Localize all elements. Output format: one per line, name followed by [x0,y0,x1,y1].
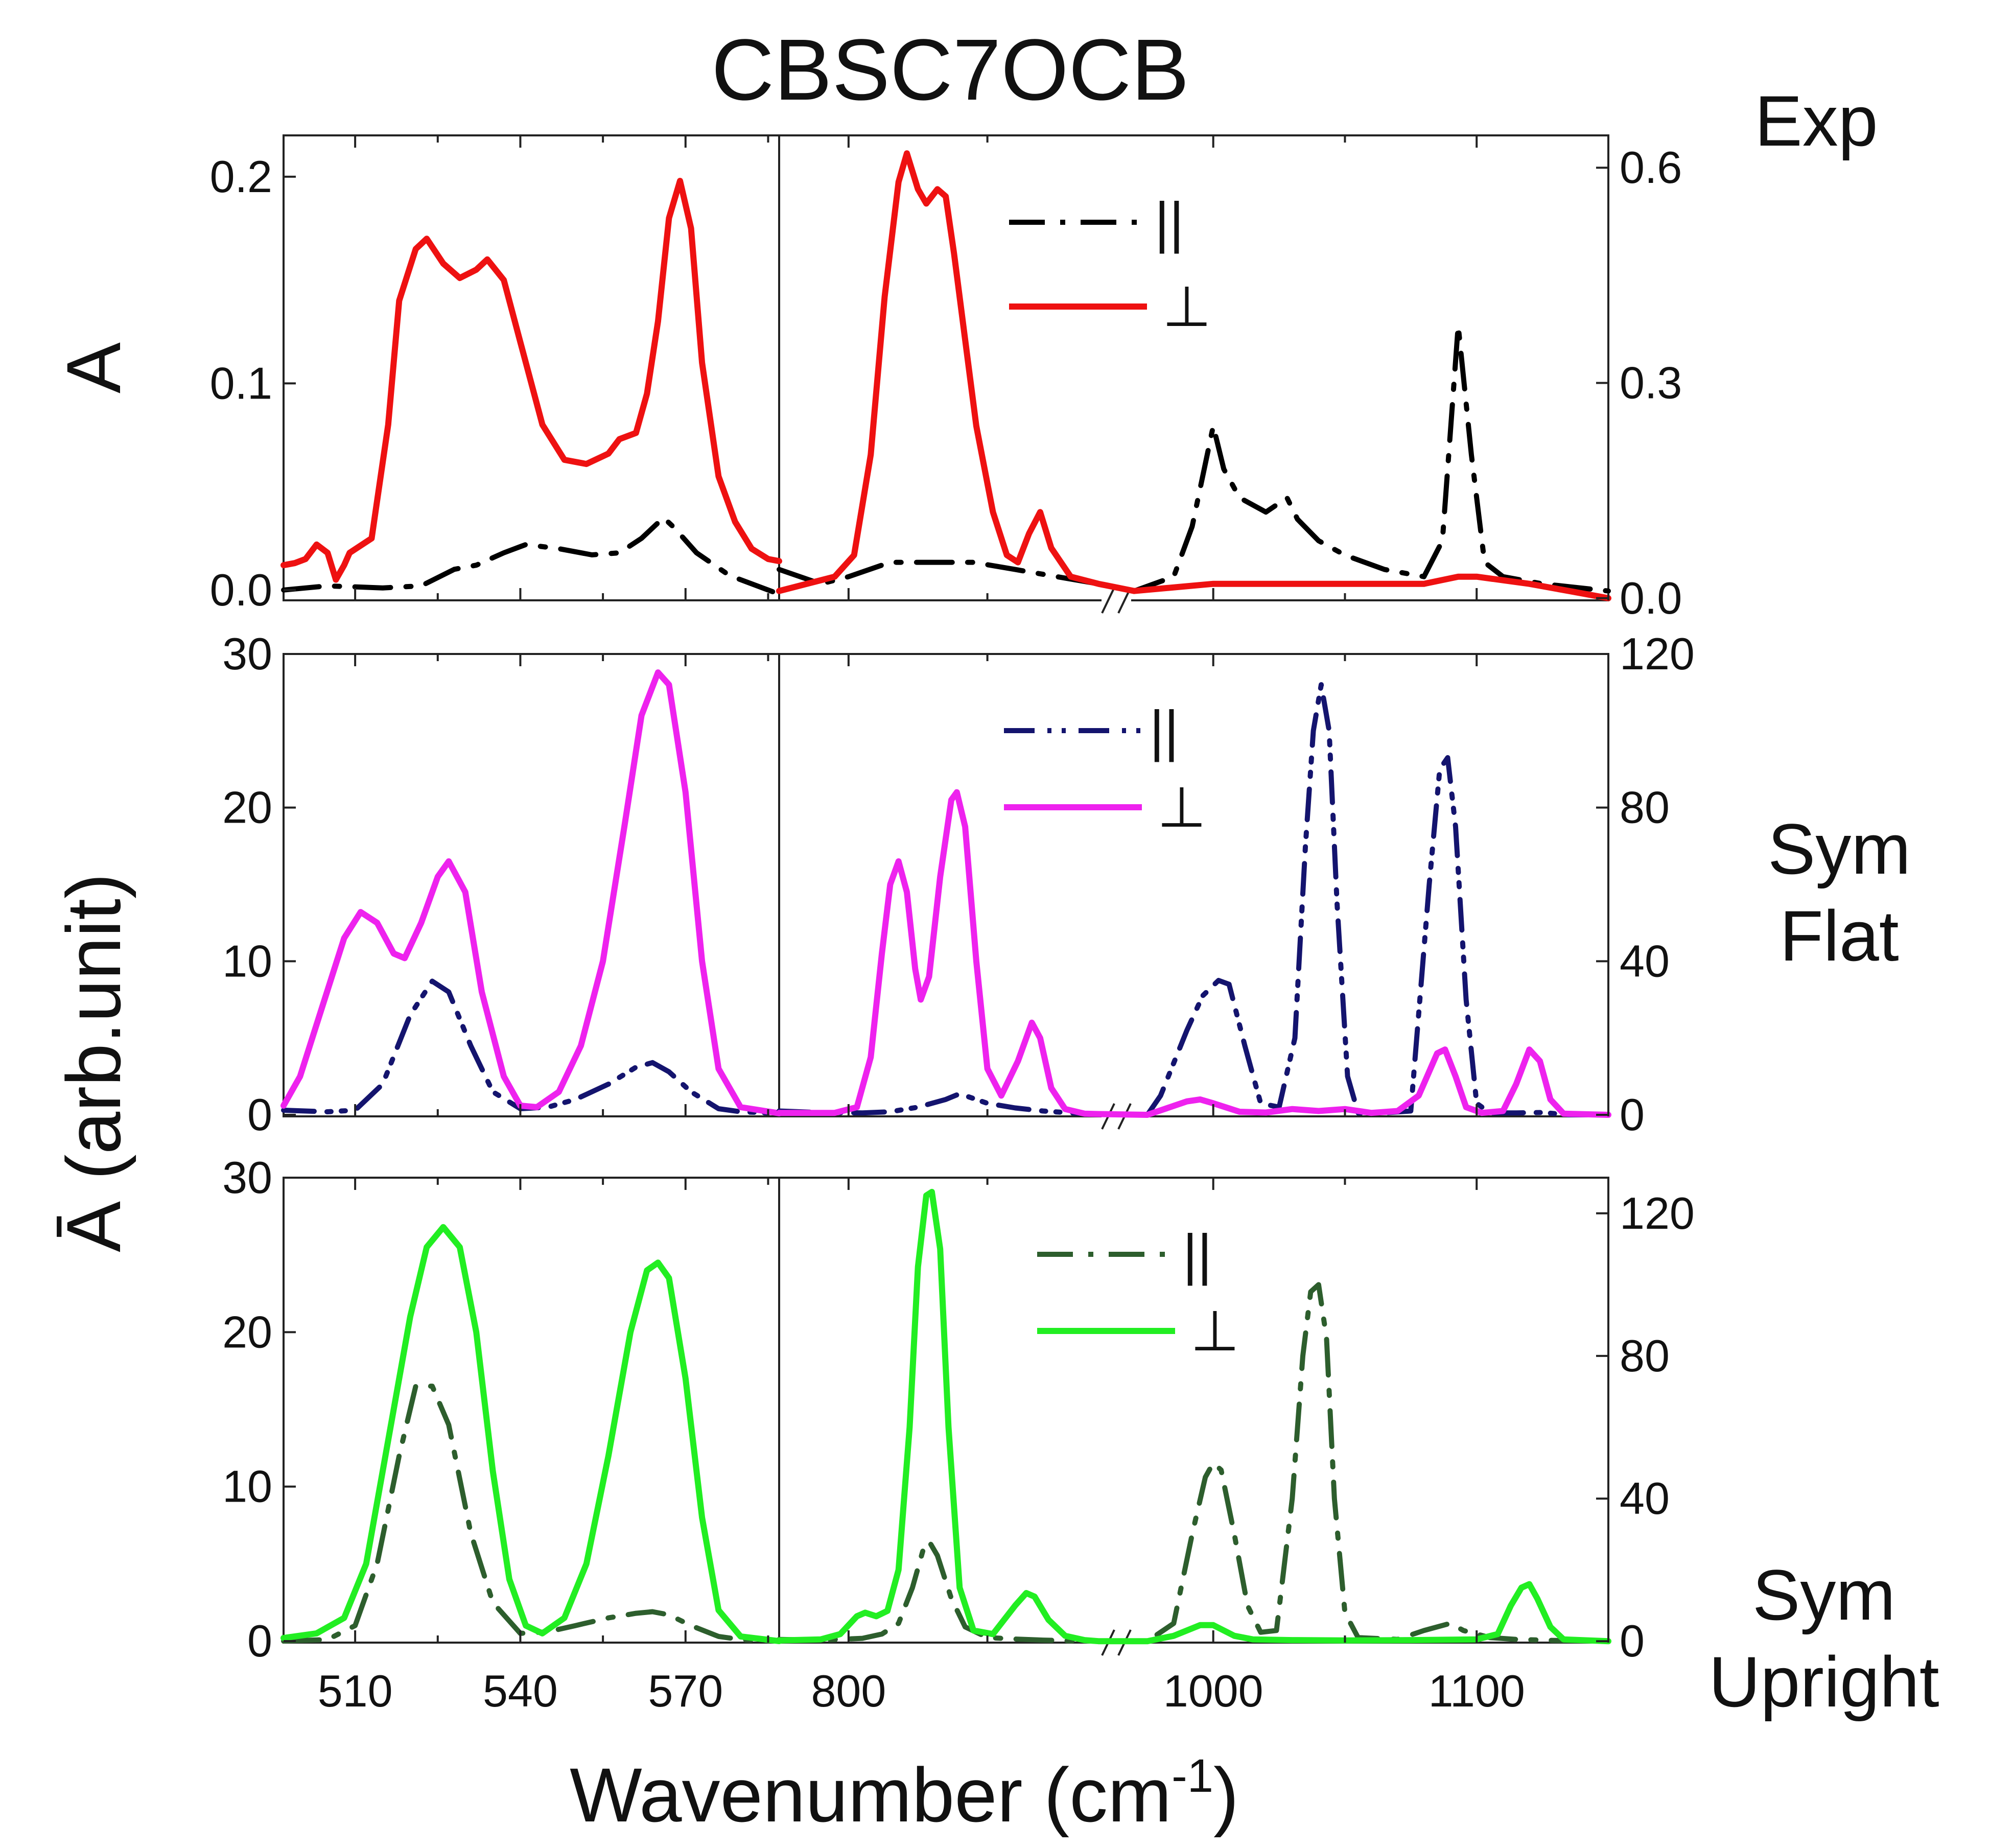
y-tick-label-right: 40 [1620,935,1670,986]
series-line-parallel [281,978,782,1116]
y-tick-label-left: 30 [222,628,272,679]
x-tick-label: 1100 [1429,1666,1525,1716]
y-tick-label-left: 30 [222,1152,272,1203]
y-tick-label-right: 0 [1620,1616,1645,1666]
y-tick-label-left: 0.0 [210,565,272,615]
legend-label-perpendicular: ⊥ [1190,1300,1239,1363]
y-tick-label-left: 10 [222,935,272,986]
legend-label-perpendicular: ⊥ [1162,275,1211,338]
x-axis-title: Wavenumber (cm-1) [570,1750,1239,1838]
x-tick-label: 510 [318,1666,393,1716]
y-tick-label-left: 20 [222,782,272,833]
series-line-perpendicular [280,178,782,583]
series-line-perpendicular [280,669,782,1116]
series-line-perpendicular [776,150,1611,601]
y-axis-title-exp: A [51,342,136,393]
legend-label-parallel: || [1150,699,1179,762]
legend-label-perpendicular: ⊥ [1157,776,1206,839]
series-line-perpendicular [776,789,1611,1118]
y-axis-title-sym: Ā (arb.unit) [51,873,136,1252]
y-tick-label-left: 0 [247,1616,272,1666]
series-line-parallel [281,1384,782,1644]
legend-label-parallel: || [1155,191,1184,254]
panel-label: Flat [1780,896,1899,976]
y-tick-label-right: 0 [1620,1089,1645,1140]
panel-frame [283,1177,1609,1644]
y-tick-label-right: 0.6 [1620,142,1682,193]
axes: 0.0 0.1 0.2 0.0 0.3 0.6 0 10 20 30 0 40 80 120 0 10 20 30… [210,135,1695,1716]
panel-frame [283,653,1609,1117]
y-tick-label-right: 80 [1620,1330,1670,1381]
y-tick-label-right: 0.0 [1620,573,1682,623]
axis-break-gap [1102,591,1131,610]
panel-label: Upright [1708,1642,1939,1722]
plot-area [280,150,1611,1645]
panel-label: Exp [1754,81,1878,161]
series-line-perpendicular [776,1188,1611,1645]
x-tick-label: 800 [811,1666,886,1716]
series-line-perpendicular [280,1224,782,1644]
x-axis-title-close: ) [1213,1752,1239,1838]
panel-label: Sym [1768,809,1911,889]
y-tick-label-left: 20 [222,1306,272,1357]
x-axis-title-text: Wavenumber (cm [570,1752,1172,1838]
y-tick-label-right: 40 [1620,1473,1670,1524]
panel-frame [283,134,1609,601]
y-tick-label-right: 120 [1620,1188,1695,1238]
legend-label-parallel: || [1183,1223,1212,1286]
series-line-parallel [777,323,1611,594]
chart-title: CBSC7OCB [711,21,1189,119]
series-line-parallel [281,515,782,597]
axis-break-mark [1101,587,1115,614]
y-tick-label-right: 120 [1620,628,1695,679]
y-tick-label-right: 0.3 [1620,357,1682,408]
y-tick-label-right: 80 [1620,782,1670,833]
x-tick-label: 540 [483,1666,558,1716]
x-tick-label: 1000 [1163,1666,1263,1716]
x-tick-label: 570 [648,1666,723,1716]
series-line-parallel [777,682,1611,1117]
y-tick-label-left: 10 [222,1461,272,1512]
y-tick-label-left: 0.2 [210,151,272,202]
y-tick-label-left: 0 [247,1089,272,1140]
panel-label: Sym [1752,1555,1895,1635]
y-tick-label-left: 0.1 [210,358,272,408]
x-axis-title-sup: -1 [1172,1750,1213,1802]
